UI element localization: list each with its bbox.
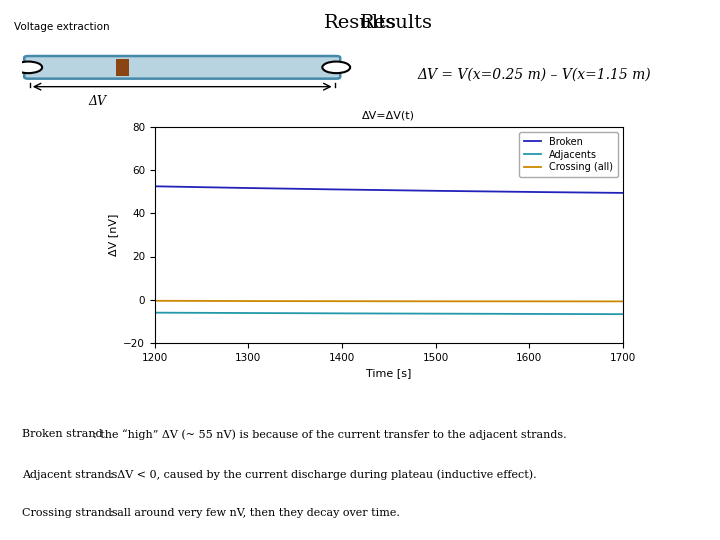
Broken [618,190,627,196]
Title: ΔV=ΔV(t): ΔV=ΔV(t) [362,111,415,120]
Adjacents [271,310,279,316]
Circle shape [14,62,42,73]
Text: Voltage extraction: Voltage extraction [14,22,110,32]
Adjacents [463,310,472,317]
Text: Broken strand: Broken strand [22,429,102,440]
Crossing (all) [618,298,627,305]
Circle shape [323,62,350,73]
Broken [271,185,279,192]
Adjacents [503,310,511,317]
Broken [503,188,511,195]
Text: ΔV: ΔV [89,95,107,108]
Broken [426,187,435,194]
Text: : ΔV < 0, caused by the current discharge during plateau (inductive effect).: : ΔV < 0, caused by the current discharg… [109,470,536,481]
FancyBboxPatch shape [24,56,341,79]
Line: Broken: Broken [155,186,623,193]
X-axis label: Time [s]: Time [s] [366,368,412,378]
Adjacents [618,311,627,318]
Crossing (all) [426,298,435,305]
Adjacents [150,309,159,316]
Broken [463,188,472,194]
Crossing (all) [233,298,242,304]
Line: Adjacents: Adjacents [155,313,623,314]
Broken [150,183,159,190]
Adjacents [426,310,435,317]
Text: Results: Results [360,14,433,31]
Broken [362,187,371,193]
Adjacents [233,310,242,316]
Text: Results: Results [323,14,397,31]
Text: ΔV = V(x=0.25 m) – V(x=1.15 m): ΔV = V(x=0.25 m) – V(x=1.15 m) [418,68,651,82]
Y-axis label: ΔV [nV]: ΔV [nV] [108,214,117,256]
Bar [116,59,129,76]
Broken [233,185,242,191]
Legend: Broken, Adjacents, Crossing (all): Broken, Adjacents, Crossing (all) [519,132,618,177]
Crossing (all) [362,298,371,305]
Text: Crossing strands: Crossing strands [22,508,117,518]
Text: : all around very few nV, then they decay over time.: : all around very few nV, then they deca… [109,508,400,518]
Crossing (all) [503,298,511,305]
Text: Adjacent strands: Adjacent strands [22,470,117,480]
Crossing (all) [271,298,279,305]
Adjacents [362,310,371,316]
Text: : the “high” ΔV (~ 55 nV) is because of the current transfer to the adjacent str: : the “high” ΔV (~ 55 nV) is because of … [93,429,567,440]
Crossing (all) [463,298,472,305]
Crossing (all) [150,298,159,304]
